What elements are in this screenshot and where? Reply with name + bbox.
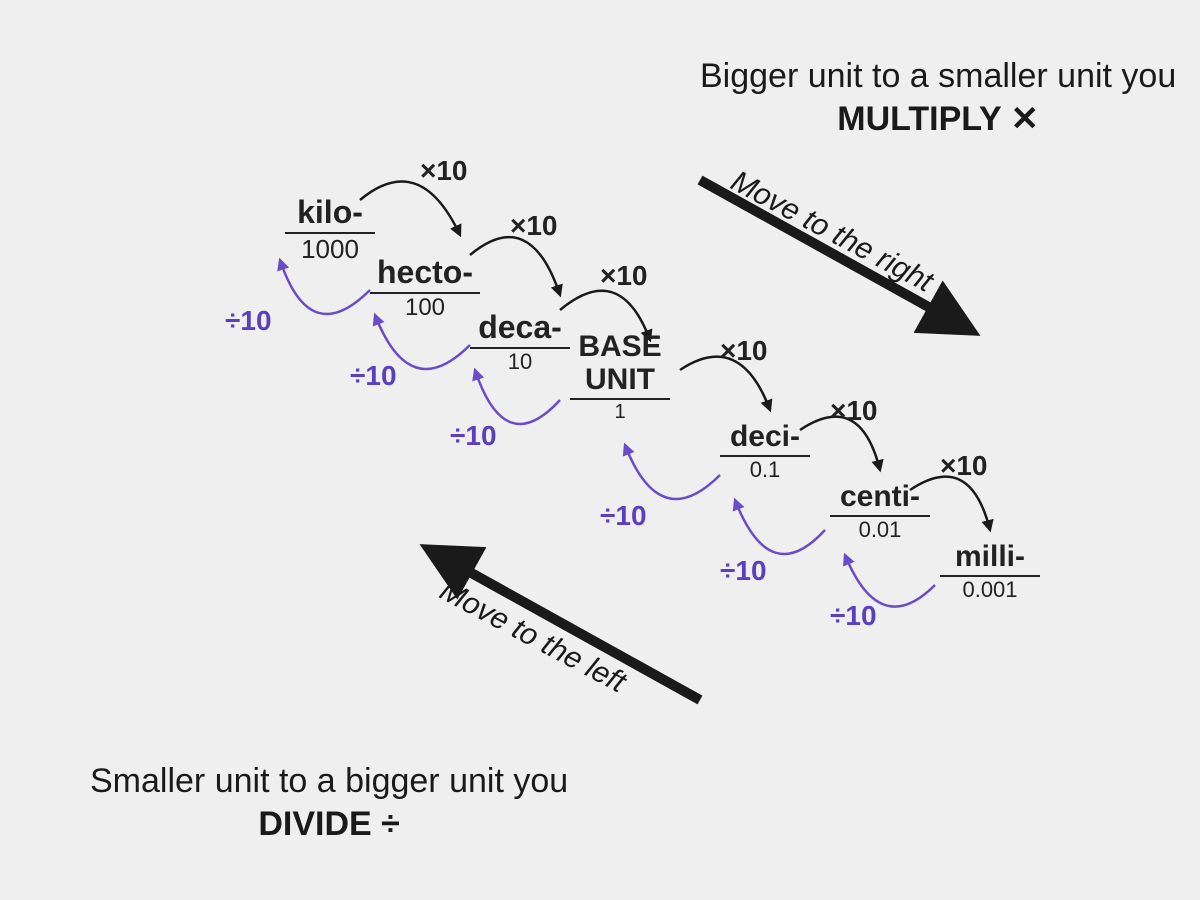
arc-div10 bbox=[625, 445, 720, 499]
step-deca: deca- 10 bbox=[470, 310, 570, 376]
arc-div10 bbox=[475, 370, 560, 424]
div10-label: ÷10 bbox=[350, 360, 397, 392]
arc-div10 bbox=[280, 260, 370, 314]
times10-label: ×10 bbox=[830, 395, 878, 427]
arcs-svg bbox=[0, 0, 1200, 900]
div10-label: ÷10 bbox=[225, 305, 272, 337]
times10-label: ×10 bbox=[720, 335, 768, 367]
div10-label: ÷10 bbox=[600, 500, 647, 532]
times10-label: ×10 bbox=[420, 155, 468, 187]
step-name: kilo- bbox=[285, 195, 375, 230]
step-name: deca- bbox=[470, 310, 570, 345]
step-name: deci- bbox=[720, 420, 810, 453]
step-value: 1000 bbox=[285, 234, 375, 265]
times10-label: ×10 bbox=[600, 260, 648, 292]
times10-label: ×10 bbox=[940, 450, 988, 482]
step-deci: deci- 0.1 bbox=[720, 420, 810, 483]
div10-label: ÷10 bbox=[450, 420, 497, 452]
arcs-down-group bbox=[360, 181, 990, 530]
step-value: 0.01 bbox=[830, 517, 930, 543]
div10-label: ÷10 bbox=[720, 555, 767, 587]
step-value: 10 bbox=[470, 349, 570, 375]
step-baseunit: BASE UNIT 1 bbox=[570, 330, 670, 424]
div10-label: ÷10 bbox=[830, 600, 877, 632]
step-value: 100 bbox=[370, 294, 480, 323]
times10-label: ×10 bbox=[510, 210, 558, 242]
arc-times10 bbox=[470, 237, 560, 295]
arc-div10 bbox=[735, 500, 825, 554]
step-name: milli- bbox=[940, 540, 1040, 573]
diagram-stage: Bigger unit to a smaller unit you MULTIP… bbox=[0, 0, 1200, 900]
step-kilo: kilo- 1000 bbox=[285, 195, 375, 265]
step-milli: milli- 0.001 bbox=[940, 540, 1040, 603]
step-name: centi- bbox=[830, 480, 930, 513]
step-value: 0.1 bbox=[720, 457, 810, 483]
step-name: BASE UNIT bbox=[570, 330, 670, 396]
step-value: 0.001 bbox=[940, 577, 1040, 603]
step-name: hecto- bbox=[370, 255, 480, 290]
arc-times10 bbox=[360, 181, 460, 235]
arc-div10 bbox=[845, 555, 935, 607]
step-hecto: hecto- 100 bbox=[370, 255, 480, 323]
step-centi: centi- 0.01 bbox=[830, 480, 930, 543]
step-value: 1 bbox=[570, 400, 670, 424]
